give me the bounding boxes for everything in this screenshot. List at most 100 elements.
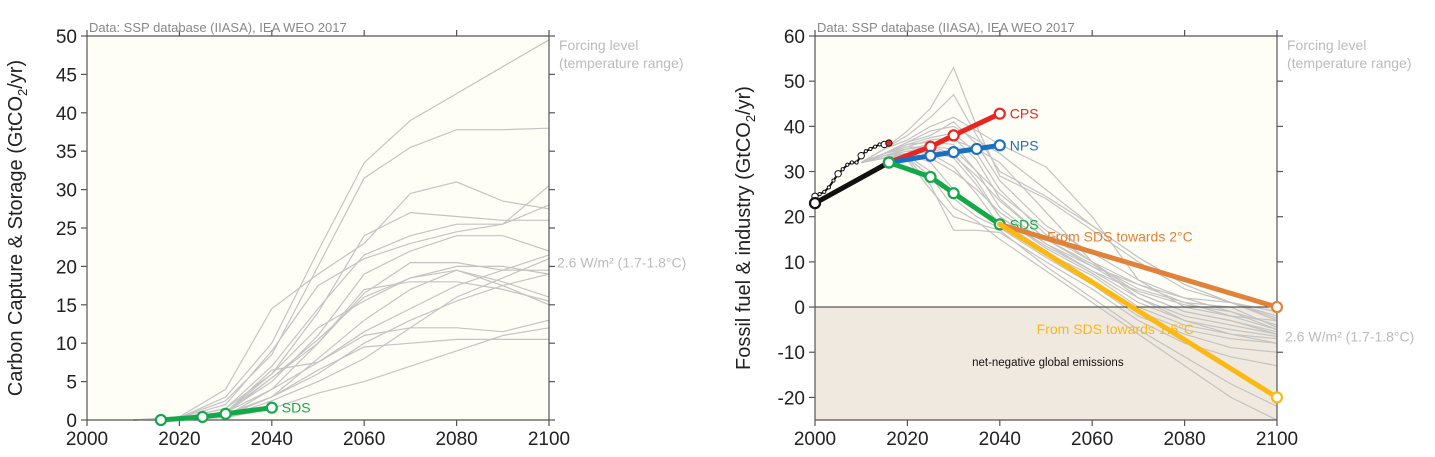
plot-background [87, 36, 549, 420]
x-tick-label: 2040 [251, 429, 293, 450]
series-line-from-sds-towards-1-5-c [997, 221, 1280, 400]
series-point [947, 129, 960, 142]
y-tick-label: -20 [778, 388, 805, 409]
scenario-line [133, 39, 550, 421]
historical-point [817, 192, 822, 197]
historical-point [872, 144, 878, 149]
scenario-line [133, 181, 550, 421]
historical-point [854, 160, 859, 165]
scenario-line [860, 66, 1278, 313]
negative-region [815, 307, 1277, 420]
axes: 2000 2020 2040 2060 2080 2100 0 5 10 15 20 25 30 35 40… [56, 27, 570, 450]
scenario-line [860, 146, 1278, 328]
y-tick-label: 10 [784, 253, 805, 274]
forcing-header-line1: Forcing level [559, 37, 638, 53]
y-tick-label: 20 [56, 257, 77, 278]
y-tick-label: 35 [56, 142, 77, 163]
series-line-from-sds-towards-2-c [997, 221, 1280, 310]
y-tick-label: 40 [56, 104, 77, 125]
series-point [219, 407, 232, 420]
historical-point [831, 178, 836, 183]
series-line-historical-trend [812, 160, 892, 206]
scenario-line [860, 141, 1278, 335]
y-tick-label: 25 [56, 219, 77, 240]
y-axis-title-main: Carbon Capture & Storage (GtCO [5, 96, 27, 396]
scenario-line [860, 125, 1278, 319]
scenario-line [133, 127, 550, 421]
x-tick-label: 2060 [1071, 429, 1113, 450]
series-point [970, 142, 983, 156]
y-axis-title-tail: /yr) [5, 60, 27, 89]
y-axis-title-sub: 2 [743, 115, 758, 122]
y-tick-label: 20 [784, 208, 805, 229]
y-tick-label: 0 [794, 298, 805, 319]
x-tick-label: 2100 [528, 429, 570, 450]
source-note: Data: SSP database (IIASA), IEA WEO 2017 [817, 20, 1075, 35]
axes: 2000 2020 2040 2060 2080 2100 -20 -10 0 10 20 30 40 5… [778, 27, 1299, 450]
forcing-level-label: 2.6 W/m² (1.7-1.8°C) [557, 255, 686, 271]
y-tick-label: 10 [56, 334, 77, 355]
historical-point [834, 170, 842, 178]
forcing-header-line1: Forcing level [1287, 37, 1366, 53]
series-point [947, 187, 960, 200]
y-axis-title-main: Fossil fuel & industry (GtCO [733, 122, 755, 370]
y-axis-title-tail: /yr) [733, 86, 755, 115]
scenario-line [861, 146, 1278, 344]
historical-point [885, 139, 893, 147]
series-point [993, 139, 1006, 152]
y-tick-label: 30 [784, 163, 805, 184]
forcing-header-line2: (temperature range) [1287, 55, 1412, 71]
y-tick-label: 40 [784, 117, 805, 138]
forcing-header-line2: (temperature range) [559, 55, 684, 71]
source-note: Data: SSP database (IIASA), IEA WEO 2017 [89, 20, 347, 35]
series-label: NPS [1010, 137, 1039, 153]
forcing-level-label: 2.6 W/m² (1.7-1.8°C) [1285, 328, 1414, 344]
historical-point [822, 189, 827, 194]
historical-point [849, 160, 855, 165]
series-label: CPS [1010, 106, 1039, 122]
series-point [808, 197, 822, 210]
y-tick-label: 45 [56, 65, 77, 86]
x-tick-label: 2020 [158, 429, 200, 450]
series-point [947, 146, 960, 159]
series-label: From SDS towards 2°C [1047, 229, 1193, 245]
historical-point [863, 149, 868, 154]
y-tick-label: 50 [56, 27, 77, 48]
historical-point [845, 162, 850, 167]
series-lines: SDS [154, 400, 311, 427]
series-point [993, 107, 1006, 120]
x-tick-label: 2000 [794, 429, 836, 450]
series-point [196, 410, 209, 424]
historical-point [840, 167, 845, 172]
y-axis-title-sub: 2 [15, 89, 30, 96]
x-tick-label: 2040 [979, 429, 1021, 450]
series-point [924, 170, 937, 184]
x-tick-label: 2080 [435, 429, 477, 450]
ccs-chart: 2000 2020 2040 2060 2080 2100 0 5 10 15 20 25 30 35 40… [5, 20, 686, 450]
series-point [1270, 391, 1284, 404]
net-negative-label: net-negative global emissions [972, 357, 1124, 369]
series-point [924, 149, 937, 162]
y-tick-label: 5 [66, 373, 77, 394]
x-tick-label: 2100 [1256, 429, 1298, 450]
series-point [882, 156, 896, 169]
y-tick-label: 60 [784, 27, 805, 48]
series-line-cps [886, 111, 1003, 165]
y-tick-label: 30 [56, 181, 77, 202]
y-tick-label: -10 [778, 343, 805, 364]
x-tick-label: 2060 [343, 429, 385, 450]
series-label: From SDS towards 1.5°C [1037, 321, 1194, 337]
series-label: SDS [282, 400, 311, 416]
y-tick-label: 0 [66, 411, 77, 432]
series-line-sds [886, 160, 1003, 227]
y-tick-label: 15 [56, 296, 77, 317]
fossil-chart: 2000 2020 2040 2060 2080 2100 -20 -10 0 10 20 30 40 5… [733, 20, 1414, 450]
series-line-sds [158, 405, 275, 423]
series-point [265, 401, 278, 414]
y-tick-label: 50 [784, 72, 805, 93]
series-point [1270, 300, 1284, 314]
scenario-line [860, 139, 1278, 335]
historical-point [857, 152, 865, 160]
